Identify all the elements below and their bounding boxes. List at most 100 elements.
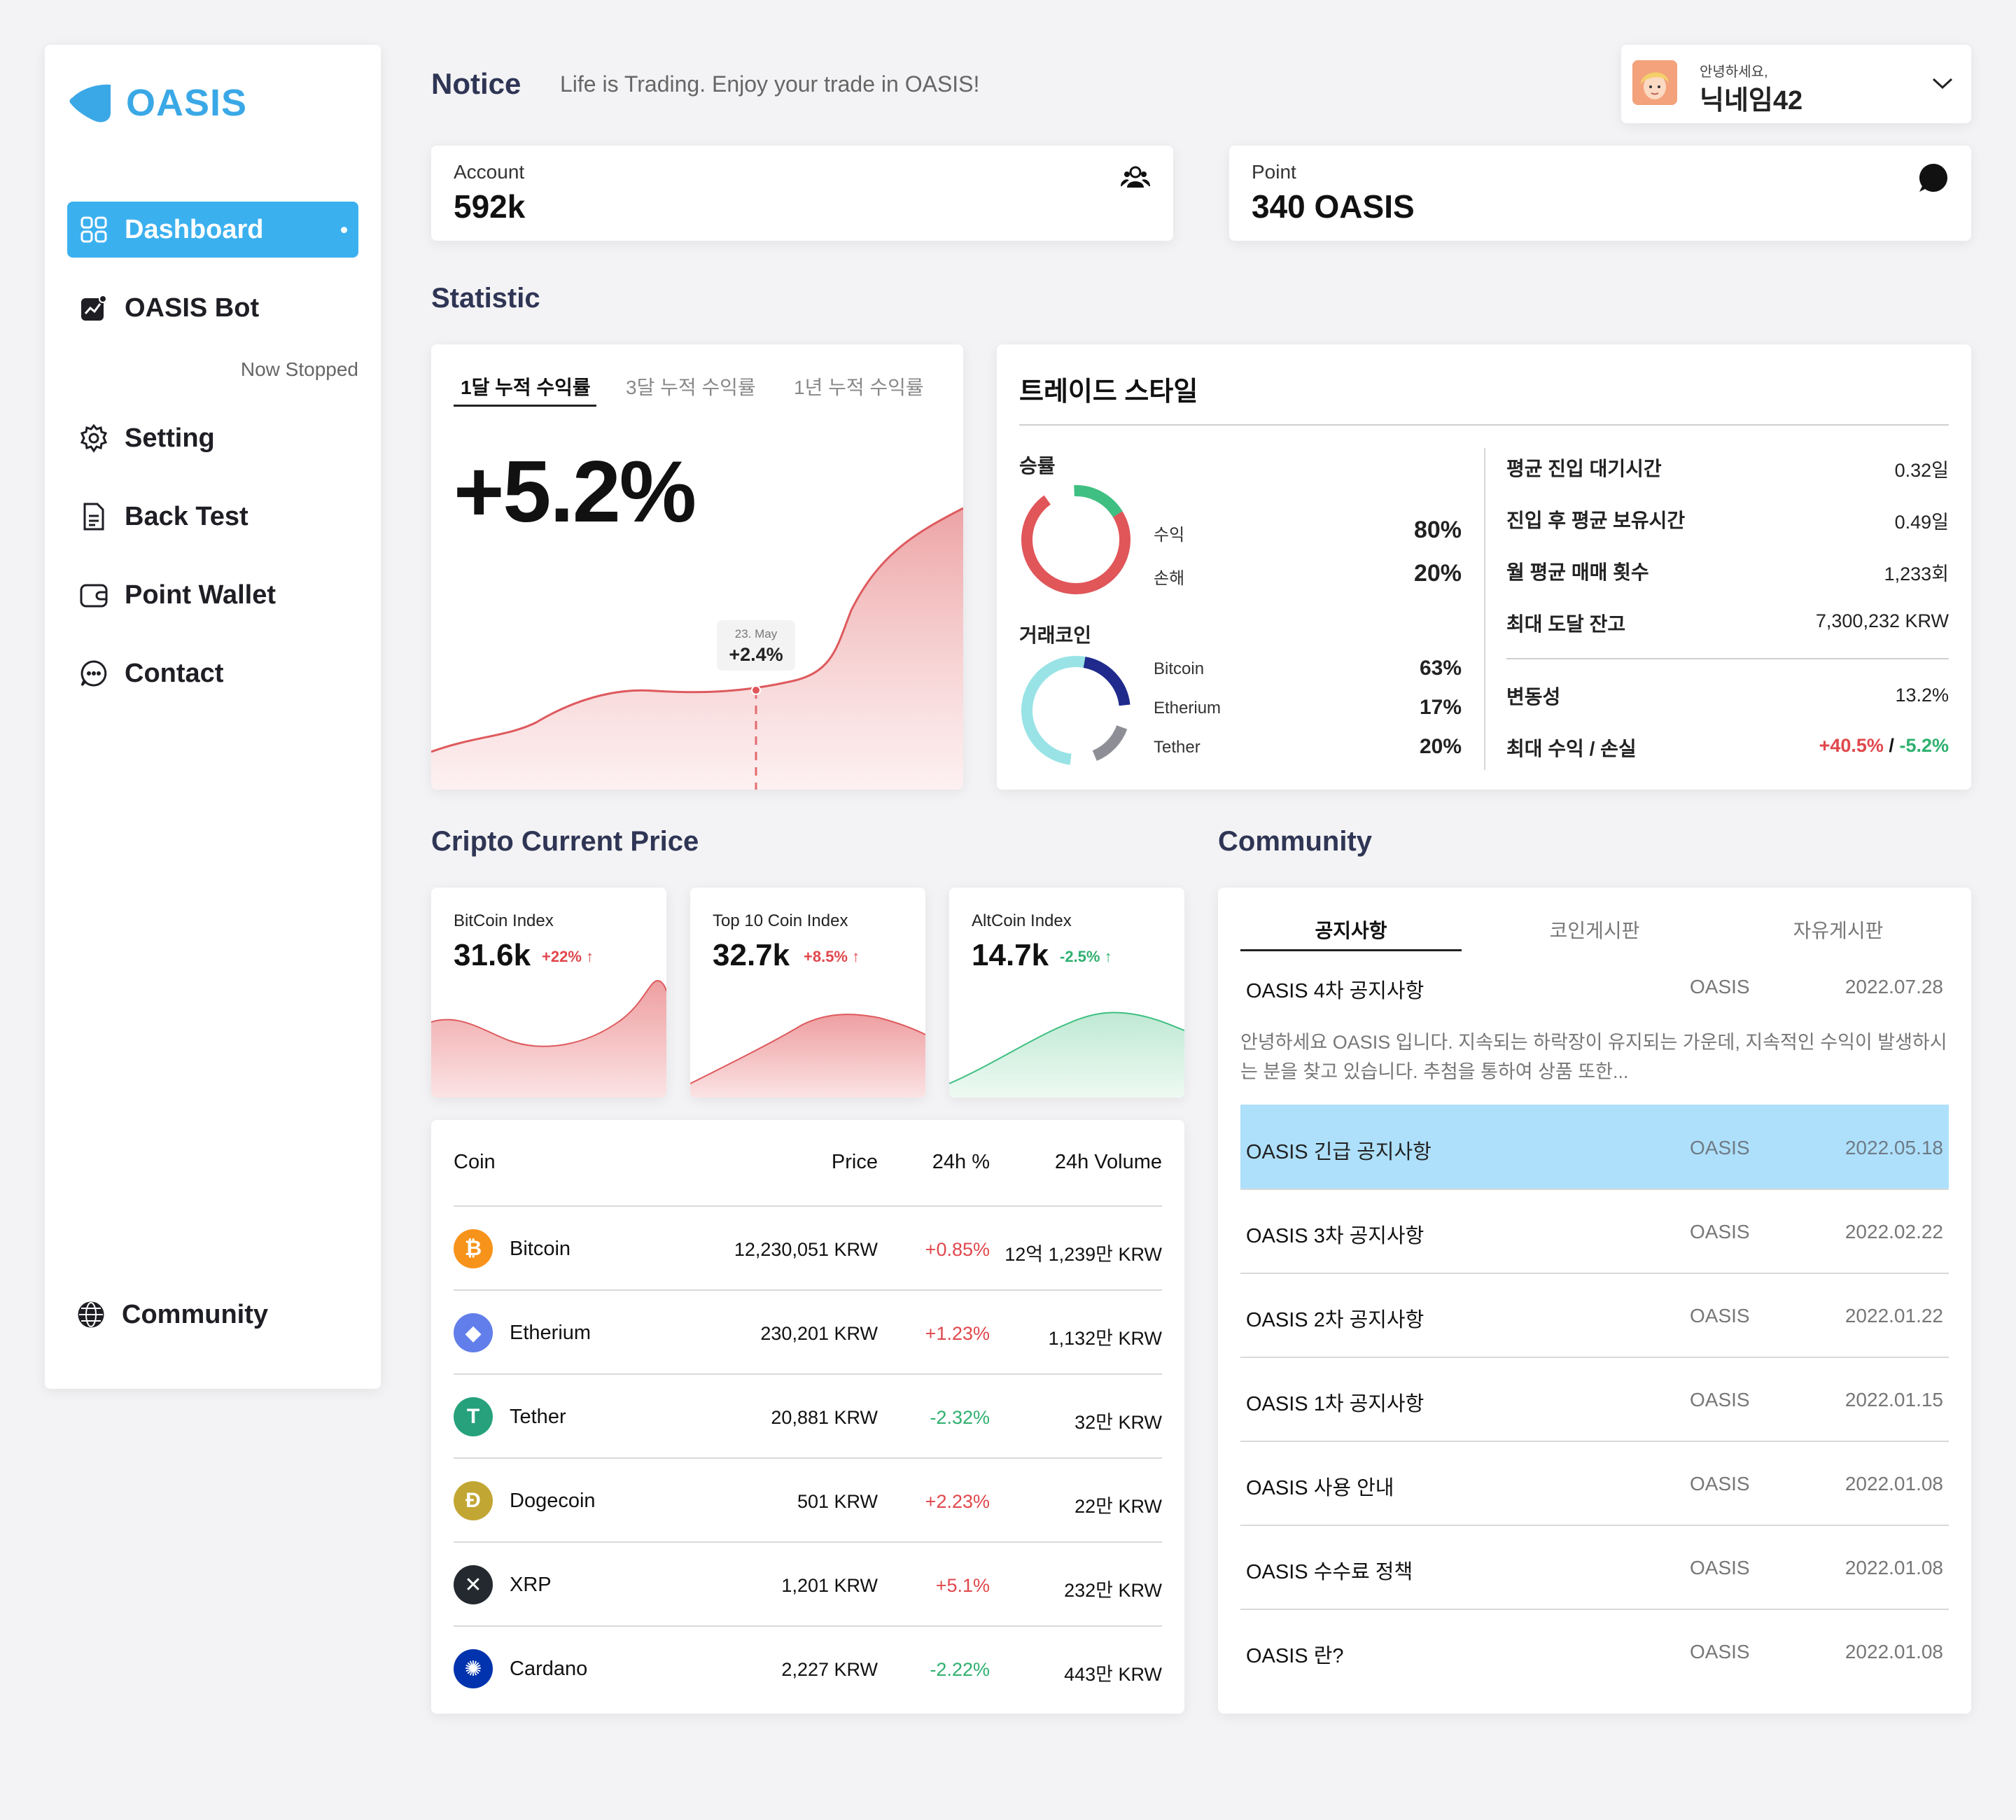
wallet-icon xyxy=(78,580,109,610)
list-item[interactable]: OASIS 3차 공지사항 OASIS 2022.02.22 xyxy=(1240,1189,1949,1273)
bitcoin-index-sparkline xyxy=(431,980,666,1098)
post-title: OASIS 1차 공지사항 xyxy=(1246,1393,1424,1415)
return-value: +5.2% xyxy=(454,444,696,540)
tooltip-date: 23. May xyxy=(734,627,778,640)
tab-1-month[interactable]: 1달 누적 수익률 xyxy=(461,377,591,398)
list-item[interactable]: OASIS 2차 공지사항 OASIS 2022.01.22 xyxy=(1240,1273,1949,1357)
list-item[interactable]: OASIS 사용 안내 OASIS 2022.01.08 xyxy=(1240,1441,1949,1525)
coin-volume: 1,132만 KRW xyxy=(1048,1328,1162,1349)
trade-style-title: 트레이드 스타일 xyxy=(1019,377,1198,407)
table-row[interactable]: Ð Dogecoin 501 KRW +2.23% 22만 KRW xyxy=(454,1459,1162,1543)
tab-free-board[interactable]: 자유게시판 xyxy=(1793,920,1884,941)
area-fill xyxy=(431,508,963,790)
coin-name: Cardano xyxy=(510,1658,588,1680)
column-header-coin[interactable]: Coin xyxy=(454,1151,496,1173)
metric-label: 최대 도달 잔고 xyxy=(1506,613,1626,635)
tether-label: Tether xyxy=(1154,738,1200,757)
tab-1-year[interactable]: 1년 누적 수익률 xyxy=(794,377,924,398)
index-change: +8.5% ↑ xyxy=(804,948,860,965)
post-date: 2022.01.08 xyxy=(1844,1473,1943,1494)
oasis-logo-icon xyxy=(69,84,111,122)
post-title: OASIS 2차 공지사항 xyxy=(1246,1309,1424,1331)
chart-tooltip: 23. May +2.4% xyxy=(717,620,795,671)
column-header-24h-volume[interactable]: 24h Volume xyxy=(1054,1151,1162,1173)
index-value: 14.7k xyxy=(972,938,1049,972)
tab-underline xyxy=(454,405,596,407)
coins-donut xyxy=(1021,656,1130,765)
document-icon xyxy=(78,501,109,532)
win-value: 80% xyxy=(1413,517,1462,543)
coin-change: +1.23% xyxy=(925,1323,990,1344)
row-divider xyxy=(1240,1273,1949,1274)
point-label: Point xyxy=(1252,161,1296,183)
column-header-price[interactable]: Price xyxy=(831,1151,878,1173)
post-date: 2022.01.08 xyxy=(1844,1641,1943,1662)
coin-change: +5.1% xyxy=(935,1575,990,1596)
table-row[interactable]: T Tether 20,881 KRW -2.32% 32만 KRW xyxy=(454,1375,1162,1459)
sidebar-item-label: OASIS Bot xyxy=(125,293,260,323)
cardano-icon: ✺ xyxy=(454,1649,493,1688)
post-author: OASIS xyxy=(1690,976,1750,997)
chevron-down-icon[interactable] xyxy=(1931,73,1954,94)
list-item[interactable]: OASIS 란? OASIS 2022.01.08 xyxy=(1240,1609,1949,1693)
list-item[interactable]: OASIS 1차 공지사항 OASIS 2022.01.15 xyxy=(1240,1357,1949,1441)
logo[interactable]: OASIS xyxy=(67,81,247,125)
post-title: OASIS 란? xyxy=(1246,1645,1344,1667)
row-divider xyxy=(454,1625,1162,1627)
list-item[interactable]: OASIS 수수료 정책 OASIS 2022.01.08 xyxy=(1240,1525,1949,1609)
table-row[interactable]: ✕ XRP 1,201 KRW +5.1% 232만 KRW xyxy=(454,1543,1162,1627)
coin-change: -2.32% xyxy=(930,1407,990,1428)
index-change: +22% ↑ xyxy=(542,948,594,965)
tab-coin-board[interactable]: 코인게시판 xyxy=(1549,920,1640,941)
top10-index-sparkline xyxy=(690,1014,925,1098)
index-label: AltCoin Index xyxy=(972,911,1072,930)
altcoin-index-card[interactable]: AltCoin Index 14.7k -2.5% ↑ xyxy=(949,888,1184,1098)
sidebar-item-point-wallet[interactable]: Point Wallet xyxy=(67,567,358,623)
point-card: Point 340 OASIS xyxy=(1229,146,1971,241)
sidebar-item-label: Setting xyxy=(125,423,215,453)
tab-3-month[interactable]: 3달 누적 수익률 xyxy=(626,377,756,398)
users-icon xyxy=(1121,166,1150,188)
sidebar-item-back-test[interactable]: Back Test xyxy=(67,489,358,545)
metric-value: 7,300,232 KRW xyxy=(1815,610,1949,631)
list-item[interactable]: OASIS 4차 공지사항 OASIS 2022.07.28 xyxy=(1240,944,1949,1028)
coins-title: 거래코인 xyxy=(1019,624,1092,646)
row-divider xyxy=(1240,1525,1949,1526)
list-item[interactable]: OASIS 긴급 공지사항 OASIS 2022.05.18 xyxy=(1240,1105,1949,1189)
metric-label: 진입 후 평균 보유시간 xyxy=(1506,510,1686,531)
logo-text: OASIS xyxy=(126,82,248,124)
top10-index-card[interactable]: Top 10 Coin Index 32.7k +8.5% ↑ xyxy=(690,888,925,1098)
bitcoin-icon: ₿ xyxy=(454,1229,493,1268)
sidebar-item-community[interactable]: Community xyxy=(64,1287,356,1343)
account-value: 592k xyxy=(454,188,526,225)
gear-icon xyxy=(78,423,109,454)
row-divider xyxy=(1240,1441,1949,1442)
coin-volume: 32만 KRW xyxy=(1074,1412,1162,1433)
sidebar: OASIS Dashboard OASIS Bot Now Stopped xyxy=(45,45,381,1389)
coin-volume: 22만 KRW xyxy=(1074,1496,1162,1517)
altcoin-index-sparkline xyxy=(949,1011,1184,1098)
bitcoin-index-card[interactable]: BitCoin Index 31.6k +22% ↑ xyxy=(431,888,666,1098)
post-author: OASIS xyxy=(1690,1221,1750,1242)
volatility-label: 변동성 xyxy=(1506,686,1561,708)
sidebar-item-setting[interactable]: Setting xyxy=(67,410,358,466)
column-header-24h-change[interactable]: 24h % xyxy=(932,1151,990,1173)
sidebar-item-oasis-bot[interactable]: OASIS Bot xyxy=(67,280,358,336)
index-value: 31.6k xyxy=(454,938,531,972)
tab-notice[interactable]: 공지사항 xyxy=(1315,920,1387,941)
coin-name: XRP xyxy=(510,1574,552,1596)
metric-label: 평균 진입 대기시간 xyxy=(1506,458,1662,479)
loss-value: 20% xyxy=(1413,560,1462,587)
sidebar-item-contact[interactable]: Contact xyxy=(67,645,358,701)
community-card: 공지사항 코인게시판 자유게시판 OASIS 4차 공지사항 OASIS 202… xyxy=(1218,888,1971,1714)
table-row[interactable]: ◆ Etherium 230,201 KRW +1.23% 1,132만 KRW xyxy=(454,1291,1162,1375)
table-row[interactable]: ₿ Bitcoin 12,230,051 KRW +0.85% 12억 1,23… xyxy=(454,1207,1162,1291)
sidebar-item-label: Community xyxy=(122,1299,268,1329)
table-row[interactable]: ✺ Cardano 2,227 KRW -2.22% 443만 KRW xyxy=(454,1627,1162,1711)
message-icon xyxy=(1919,164,1947,192)
row-divider xyxy=(1240,1609,1949,1610)
index-label: BitCoin Index xyxy=(454,911,554,930)
sidebar-item-dashboard[interactable]: Dashboard xyxy=(67,202,358,258)
post-author: OASIS xyxy=(1690,1473,1750,1494)
user-menu[interactable]: 안녕하세요, 닉네임42 xyxy=(1621,45,1971,123)
